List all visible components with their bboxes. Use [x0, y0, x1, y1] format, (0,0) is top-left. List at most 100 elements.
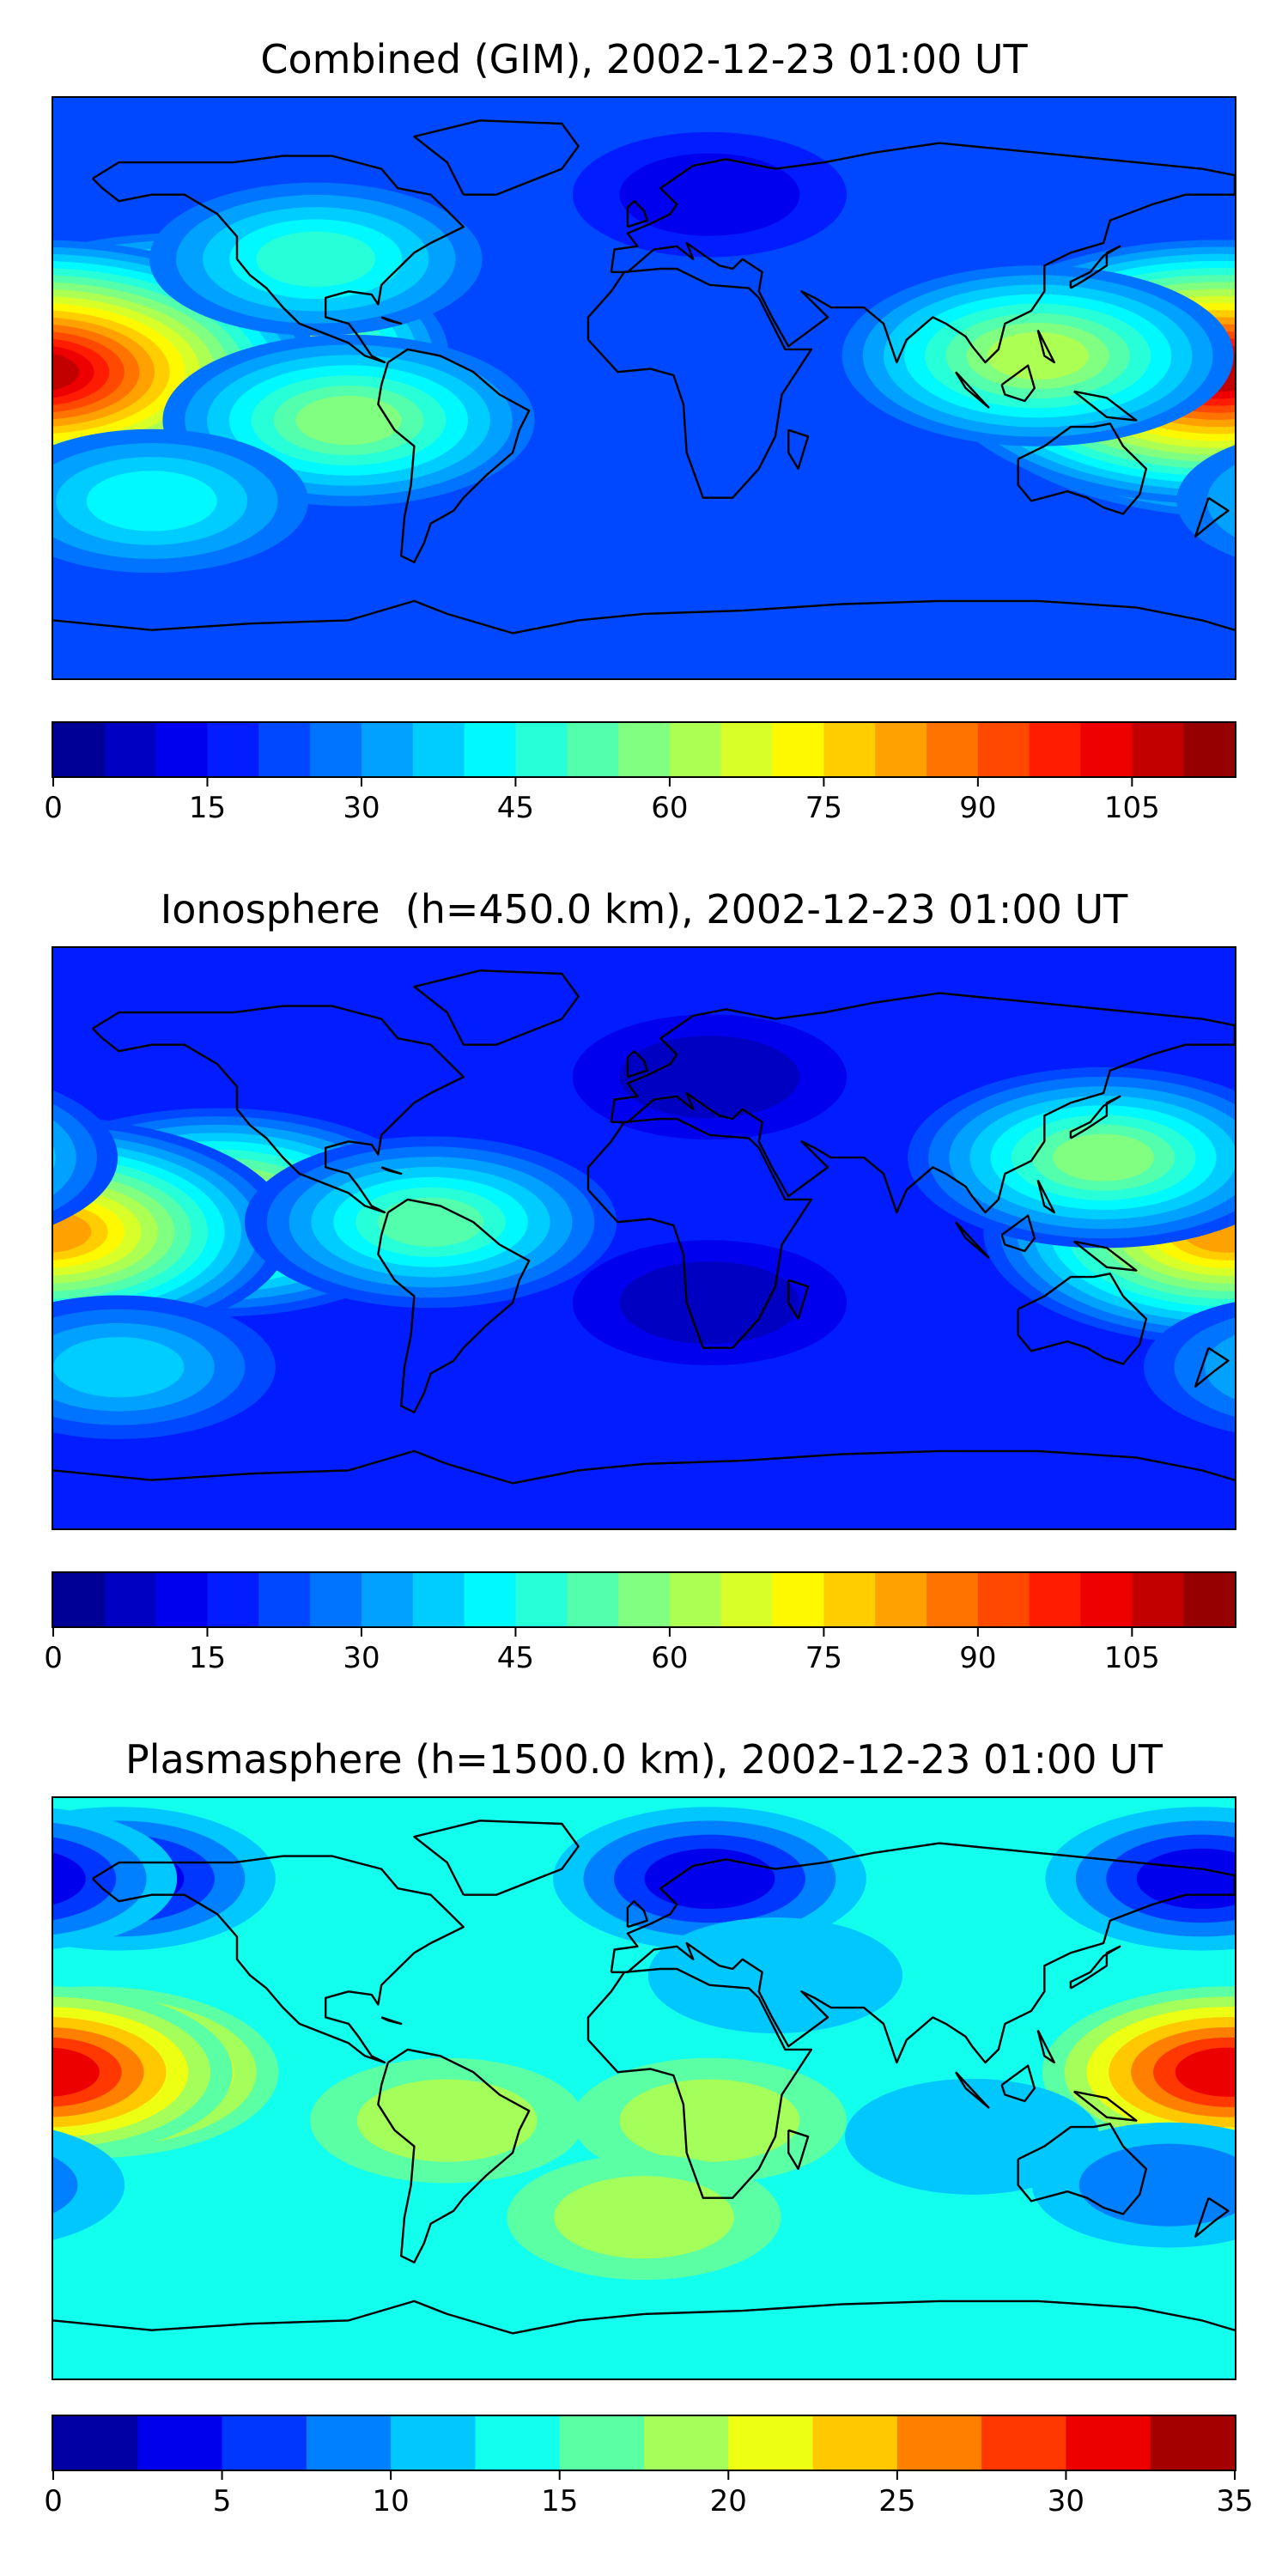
colorbar-swatch — [669, 723, 722, 776]
heatmap-feature — [53, 1807, 1235, 1951]
coastline — [955, 1221, 990, 1259]
colorbar-swatch — [222, 2416, 307, 2470]
heatmap-feature — [647, 1917, 903, 2034]
colorbar-swatch — [875, 1573, 927, 1626]
coastline — [377, 348, 531, 563]
coastline — [1000, 2064, 1036, 2103]
heatmap-feature — [572, 1014, 848, 1140]
heatmap-feature — [572, 1240, 848, 1366]
coastline — [626, 200, 648, 228]
coastline — [1036, 2029, 1055, 2064]
colorbar-swatch — [1150, 2416, 1235, 2470]
colorbar-swatch — [155, 723, 209, 776]
colorbar-swatch — [1080, 723, 1133, 776]
coastline — [1069, 245, 1121, 289]
heatmap-map — [52, 946, 1236, 1530]
coastline — [586, 267, 813, 499]
heatmap-feature — [53, 428, 1235, 574]
colorbar-swatch — [720, 1573, 774, 1626]
heatmap-feature — [572, 2057, 848, 2184]
colorbar-swatch — [669, 1573, 722, 1626]
coastline — [1017, 1273, 1147, 1365]
colorbar-swatch — [720, 723, 774, 776]
heatmap-feature — [310, 2057, 585, 2184]
colorbar-tick-label: 45 — [497, 791, 534, 825]
colorbar-swatch — [104, 1573, 157, 1626]
colorbar-ticks: 0 15 30 45 60 75 90 105 — [44, 1628, 1236, 1680]
colorbar-swatch — [728, 2416, 814, 2470]
coastline — [626, 1050, 648, 1078]
heatmap-feature — [572, 131, 848, 258]
colorbar-swatch — [927, 723, 979, 776]
colorbar-tick-label: 35 — [1216, 2484, 1253, 2518]
colorbar-swatch — [772, 1573, 825, 1626]
colorbar-tick-label: 15 — [189, 791, 226, 825]
coastline — [1036, 1179, 1055, 1214]
colorbar-swatch — [772, 723, 825, 776]
colorbar-tick-label: 30 — [343, 1641, 380, 1675]
chart-title: Plasmasphere (h=1500.0 km), 2002-12-23 0… — [125, 1736, 1163, 1783]
heatmap-feature — [53, 1295, 1235, 1439]
colorbar — [52, 2415, 1236, 2471]
heatmap-feature — [841, 265, 1234, 447]
colorbar-swatch — [464, 1573, 517, 1626]
coastline — [53, 599, 1235, 635]
coastline — [610, 992, 1235, 1214]
coastline — [1194, 496, 1230, 538]
heatmap-feature — [53, 1986, 1235, 2159]
coastline — [377, 1198, 531, 1413]
colorbar-swatch — [1066, 2416, 1151, 2470]
coastline — [1194, 2196, 1230, 2238]
colorbar-swatch — [1132, 723, 1184, 776]
colorbar-swatch — [644, 2416, 730, 2470]
colorbar-tick-label: 20 — [710, 2484, 747, 2518]
colorbar-swatch — [412, 723, 465, 776]
colorbar-tick-label: 10 — [373, 2484, 410, 2518]
colorbar-swatch — [464, 723, 517, 776]
colorbar-swatch — [258, 723, 311, 776]
coastline — [1000, 364, 1036, 403]
coastline — [1017, 2123, 1147, 2215]
colorbar-tick-label: 30 — [1048, 2484, 1084, 2518]
colorbar-tick-label: 30 — [343, 791, 380, 825]
colorbar-tick-label: 5 — [213, 2484, 232, 2518]
colorbar-swatch — [1029, 723, 1082, 776]
colorbar-swatch — [812, 2416, 898, 2470]
coastline — [586, 1967, 813, 2199]
colorbar-tick-label: 60 — [651, 791, 688, 825]
colorbar-swatch — [977, 1573, 1030, 1626]
colorbar-swatch — [823, 723, 877, 776]
coastline — [1036, 329, 1055, 364]
coastline — [1017, 422, 1147, 515]
coastline — [413, 119, 580, 196]
coastline — [92, 155, 465, 364]
heatmap-map — [52, 96, 1236, 680]
colorbar-swatch — [981, 2416, 1067, 2470]
coastline — [377, 2048, 531, 2263]
heatmap-map — [52, 1796, 1236, 2380]
colorbar-ticks: 0 5 10 15 20 25 30 35 — [44, 2471, 1254, 2523]
heatmap-feature — [149, 182, 483, 336]
coastline — [53, 1449, 1235, 1485]
colorbar-tick-label: 75 — [805, 791, 842, 825]
colorbar-swatch — [104, 723, 157, 776]
heatmap-feature — [162, 334, 535, 507]
colorbar-swatch — [1183, 1573, 1235, 1626]
heatmap-feature — [244, 1136, 617, 1309]
coastline — [1069, 1945, 1121, 1990]
colorbar-swatch — [53, 1573, 106, 1626]
coastline — [1072, 390, 1138, 422]
coastline — [380, 2016, 403, 2026]
coastline — [610, 142, 1235, 364]
colorbar-tick-label: 0 — [44, 791, 63, 825]
colorbar-swatch — [475, 2416, 561, 2470]
colorbar-swatch — [896, 2416, 982, 2470]
colorbar-tick-label: 90 — [959, 1641, 996, 1675]
coastline — [1194, 1346, 1230, 1388]
colorbar-swatch — [207, 1573, 260, 1626]
colorbar-swatch — [53, 2416, 139, 2470]
coastline — [787, 428, 810, 471]
coastline — [586, 1117, 813, 1349]
chart-title: Ionosphere (h=450.0 km), 2002-12-23 01:0… — [160, 886, 1128, 933]
colorbar-swatch — [875, 723, 927, 776]
